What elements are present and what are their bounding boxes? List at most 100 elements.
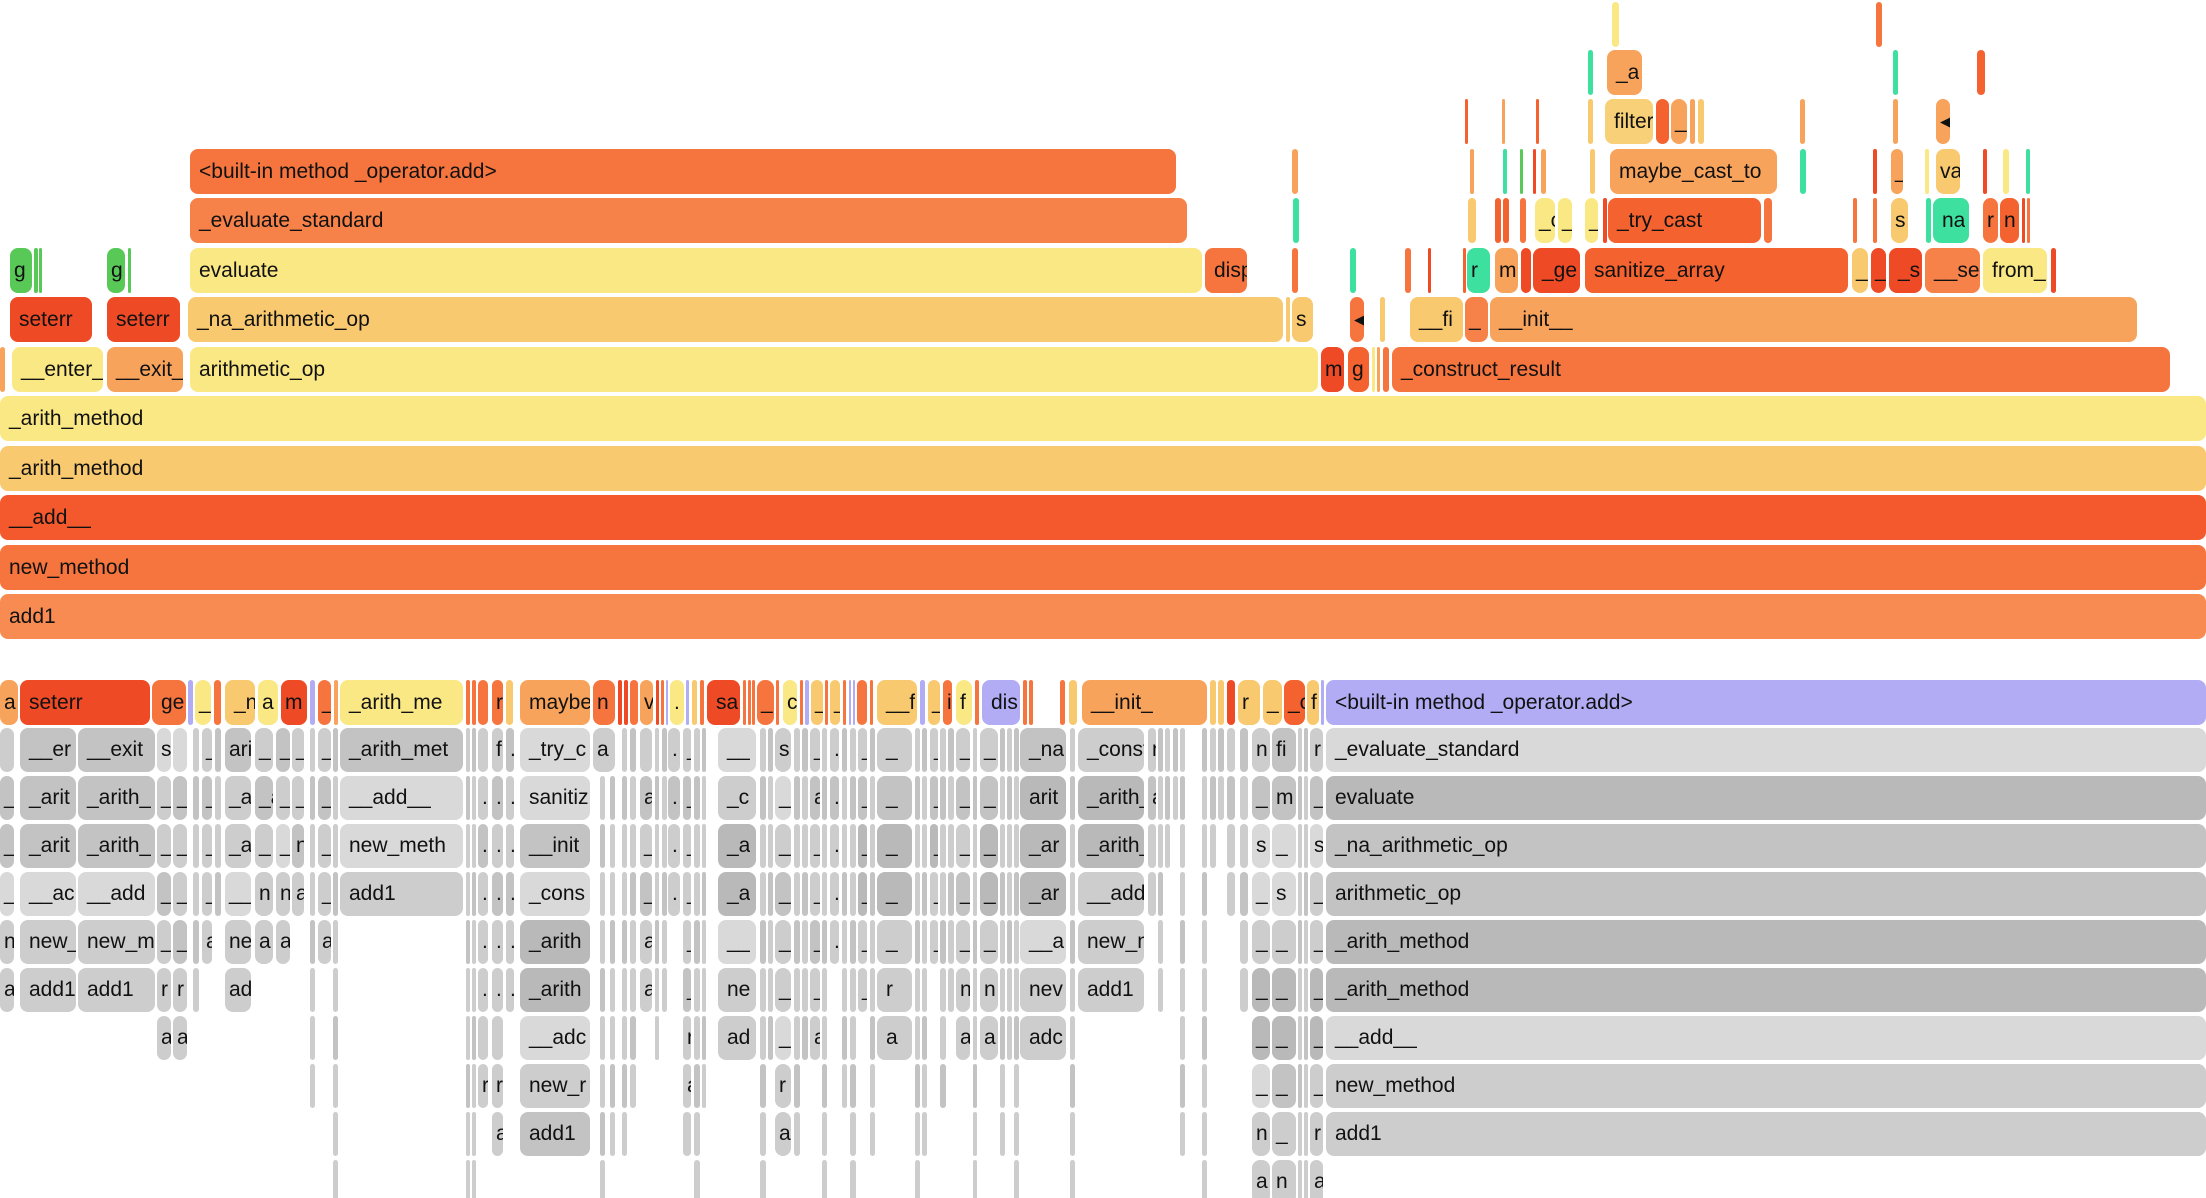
frame-bar[interactable] — [776, 680, 779, 725]
caller-cell[interactable]: . — [506, 920, 514, 964]
frame-bar[interactable]: _ — [830, 680, 840, 725]
caller-cell[interactable] — [193, 872, 199, 916]
caller-cell[interactable] — [1014, 776, 1019, 820]
caller-cell[interactable]: __adc — [520, 1016, 590, 1060]
frame-bar[interactable] — [1372, 347, 1375, 392]
frame-bar[interactable]: _arith_method — [0, 396, 2206, 441]
caller-cell[interactable] — [1070, 1112, 1075, 1156]
caller-cell[interactable]: . — [492, 872, 503, 916]
frame-bar[interactable] — [870, 680, 873, 725]
frame-bar[interactable]: __f — [877, 680, 917, 725]
frame-bar[interactable] — [843, 680, 846, 725]
caller-cell[interactable]: _a — [276, 776, 290, 820]
caller-cell[interactable]: _ — [810, 872, 820, 916]
caller-cell[interactable]: . — [478, 968, 488, 1012]
caller-cell[interactable] — [822, 1112, 827, 1156]
caller-cell[interactable] — [1180, 824, 1185, 868]
caller-cell[interactable] — [915, 1064, 920, 1108]
frame-bar[interactable] — [857, 680, 867, 725]
caller-cell[interactable] — [794, 824, 800, 868]
caller-cell[interactable] — [472, 872, 476, 916]
caller-cell[interactable] — [922, 824, 927, 868]
caller-cell[interactable]: arithmetic_op — [1326, 872, 2206, 916]
frame-bar[interactable]: _ — [1465, 297, 1488, 342]
frame-bar[interactable]: _try_cast — [1608, 198, 1761, 243]
caller-cell[interactable] — [822, 1160, 827, 1198]
caller-cell[interactable] — [760, 776, 766, 820]
caller-cell[interactable] — [215, 872, 221, 916]
caller-cell[interactable] — [333, 1016, 338, 1060]
caller-cell[interactable]: add1 — [20, 968, 76, 1012]
frame-bar[interactable]: c — [783, 680, 797, 725]
frame-bar[interactable] — [1983, 149, 1987, 194]
frame-bar[interactable]: _arith_method — [0, 446, 2206, 491]
frame-bar[interactable] — [1800, 99, 1805, 144]
caller-cell[interactable]: __add — [78, 872, 155, 916]
caller-cell[interactable]: . — [830, 920, 839, 964]
frame-bar[interactable] — [1588, 99, 1593, 144]
caller-cell[interactable] — [630, 824, 636, 868]
selected-frame-bar[interactable] — [666, 680, 668, 725]
caller-cell[interactable]: _ — [956, 872, 970, 916]
frame-bar[interactable] — [618, 680, 622, 725]
caller-cell[interactable]: new_method — [1326, 1064, 2206, 1108]
caller-cell[interactable]: _ — [956, 728, 970, 772]
frame-bar[interactable] — [1853, 198, 1857, 243]
caller-cell[interactable]: r — [1310, 1112, 1323, 1156]
caller-cell[interactable]: r — [1310, 728, 1323, 772]
caller-cell[interactable]: _ — [1310, 872, 1323, 916]
caller-cell[interactable]: ne — [718, 968, 756, 1012]
caller-cell[interactable] — [760, 1160, 766, 1198]
frame-bar[interactable] — [1292, 248, 1298, 293]
caller-cell[interactable] — [1070, 872, 1075, 916]
caller-cell[interactable] — [1298, 1064, 1302, 1108]
caller-cell[interactable] — [1240, 728, 1248, 772]
caller-cell[interactable] — [622, 728, 627, 772]
frame-bar[interactable] — [1465, 99, 1468, 144]
caller-cell[interactable]: _ — [318, 824, 331, 868]
selected-frame-bar[interactable]: dis — [982, 680, 1020, 725]
frame-bar[interactable]: r — [1238, 680, 1260, 725]
caller-cell[interactable]: _ — [157, 776, 171, 820]
caller-cell[interactable] — [310, 872, 315, 916]
caller-cell[interactable] — [600, 968, 605, 1012]
caller-cell[interactable]: _a — [0, 776, 14, 820]
caller-cell[interactable] — [600, 1160, 605, 1198]
caller-cell[interactable] — [1202, 1112, 1207, 1156]
caller-cell[interactable]: a — [1148, 776, 1156, 820]
frame-bar[interactable] — [1690, 99, 1695, 144]
frame-bar[interactable] — [1405, 248, 1411, 293]
caller-cell[interactable] — [922, 728, 927, 772]
caller-cell[interactable]: _ — [157, 824, 171, 868]
caller-cell[interactable]: evaluate — [1326, 776, 2206, 820]
caller-cell[interactable]: _a — [0, 824, 14, 868]
caller-cell[interactable]: add1 — [1326, 1112, 2206, 1156]
caller-cell[interactable] — [694, 1064, 700, 1108]
caller-cell[interactable] — [694, 824, 700, 868]
caller-cell[interactable]: ac — [292, 872, 304, 916]
caller-cell[interactable]: _ — [877, 920, 912, 964]
caller-cell[interactable]: a — [1252, 1160, 1270, 1198]
caller-cell[interactable] — [870, 776, 875, 820]
frame-bar[interactable] — [1380, 297, 1385, 342]
caller-cell[interactable]: a — [775, 1112, 791, 1156]
caller-cell[interactable]: _ — [877, 776, 912, 820]
caller-cell[interactable] — [694, 1016, 700, 1060]
caller-cell[interactable]: ad — [225, 968, 251, 1012]
frame-bar[interactable] — [1925, 149, 1929, 194]
caller-cell[interactable]: ne — [225, 920, 251, 964]
caller-cell[interactable]: _ — [1310, 776, 1323, 820]
caller-cell[interactable]: _ — [173, 920, 187, 964]
caller-cell[interactable] — [1148, 872, 1156, 916]
frame-bar[interactable] — [1588, 50, 1593, 95]
caller-cell[interactable]: new_m — [1078, 920, 1144, 964]
caller-cell[interactable] — [1298, 872, 1302, 916]
caller-cell[interactable] — [333, 1064, 338, 1108]
caller-cell[interactable] — [915, 1112, 920, 1156]
selected-frame-bar[interactable] — [188, 680, 193, 725]
caller-cell[interactable] — [478, 728, 488, 772]
caller-cell[interactable]: n — [292, 824, 304, 868]
caller-cell[interactable] — [694, 920, 700, 964]
caller-cell[interactable] — [333, 968, 338, 1012]
caller-cell[interactable]: . — [506, 872, 514, 916]
